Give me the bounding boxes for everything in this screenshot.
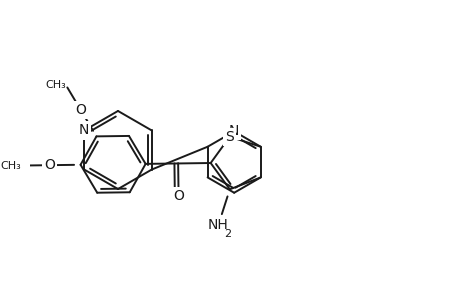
Text: N: N xyxy=(229,124,239,138)
Text: CH₃: CH₃ xyxy=(45,80,66,90)
Text: N: N xyxy=(79,124,89,137)
Text: S: S xyxy=(225,130,234,144)
Text: NH: NH xyxy=(207,218,228,232)
Text: O: O xyxy=(75,103,86,117)
Text: CH₃: CH₃ xyxy=(0,160,21,171)
Text: O: O xyxy=(44,158,55,172)
Text: O: O xyxy=(173,189,184,203)
Text: 2: 2 xyxy=(224,229,231,239)
